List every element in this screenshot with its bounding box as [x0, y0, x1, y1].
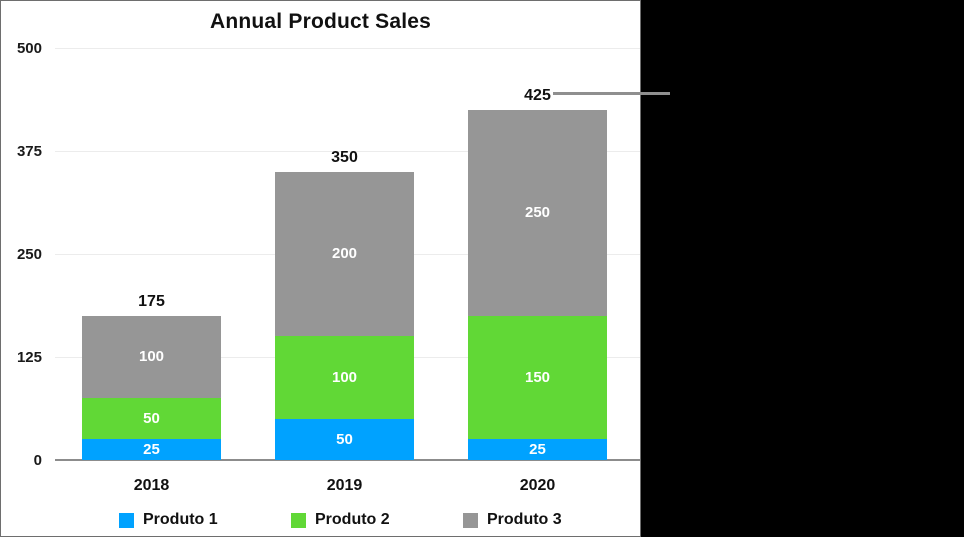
- y-tick-label: 0: [33, 452, 42, 469]
- segment-value-label: 50: [336, 430, 353, 448]
- bar-segment: 100: [82, 315, 221, 399]
- segment-value-label: 25: [529, 441, 546, 459]
- bar-segment: 25: [82, 439, 221, 460]
- legend-item: Produto 3: [463, 510, 562, 530]
- legend-label: Produto 2: [315, 511, 390, 528]
- legend-swatch: [119, 512, 134, 528]
- x-axis-label: 2020: [519, 477, 556, 494]
- y-tick-label: 500: [16, 40, 42, 57]
- gridline-375: [55, 151, 640, 152]
- legend-item: Produto 1: [119, 510, 218, 530]
- total-label: 425: [524, 86, 551, 104]
- segment-value-label: 250: [524, 204, 551, 222]
- segment-value-label: 100: [138, 348, 165, 366]
- chart-panel: Annual Product Sales 0 125 250 375 500 25 50 10…: [0, 0, 641, 537]
- gridline-0: [55, 459, 640, 461]
- callout-leader-line: [553, 92, 670, 95]
- y-tick-label: 125: [16, 349, 42, 366]
- y-tick-label: 375: [16, 143, 42, 160]
- segment-value-label: 100: [331, 369, 358, 387]
- segment-value-label: 150: [524, 369, 551, 387]
- segment-value-label: 200: [331, 245, 358, 263]
- chart-title: Annual Product Sales: [209, 10, 432, 33]
- bar-segment: 200: [275, 171, 414, 337]
- total-label: 350: [331, 148, 358, 166]
- bar-segment: 250: [468, 109, 607, 316]
- gridline-500: [55, 48, 640, 49]
- legend-item: Produto 2: [291, 510, 390, 530]
- bar-segment: 150: [468, 315, 607, 440]
- legend-label: Produto 3: [487, 511, 562, 528]
- segment-value-label: 50: [143, 410, 160, 428]
- legend-label: Produto 1: [143, 511, 218, 528]
- bar-segment: 25: [468, 439, 607, 460]
- segment-value-label: 25: [143, 441, 160, 459]
- legend-swatch: [463, 512, 478, 528]
- bar-segment: 50: [275, 418, 414, 460]
- legend: Produto 1 Produto 2 Produto 3: [1, 510, 640, 532]
- bar-segment: 100: [275, 336, 414, 419]
- total-label: 175: [138, 292, 165, 310]
- legend-swatch: [291, 512, 306, 528]
- bar-segment: 50: [82, 398, 221, 440]
- y-tick-label: 250: [16, 246, 42, 263]
- black-background-region: [641, 0, 964, 537]
- plot-area: 0 125 250 375 500 25 50 100 175 2018 50 100 200 350 20…: [1, 1, 640, 536]
- x-axis-label: 2018: [133, 477, 170, 494]
- x-axis-label: 2019: [326, 477, 363, 494]
